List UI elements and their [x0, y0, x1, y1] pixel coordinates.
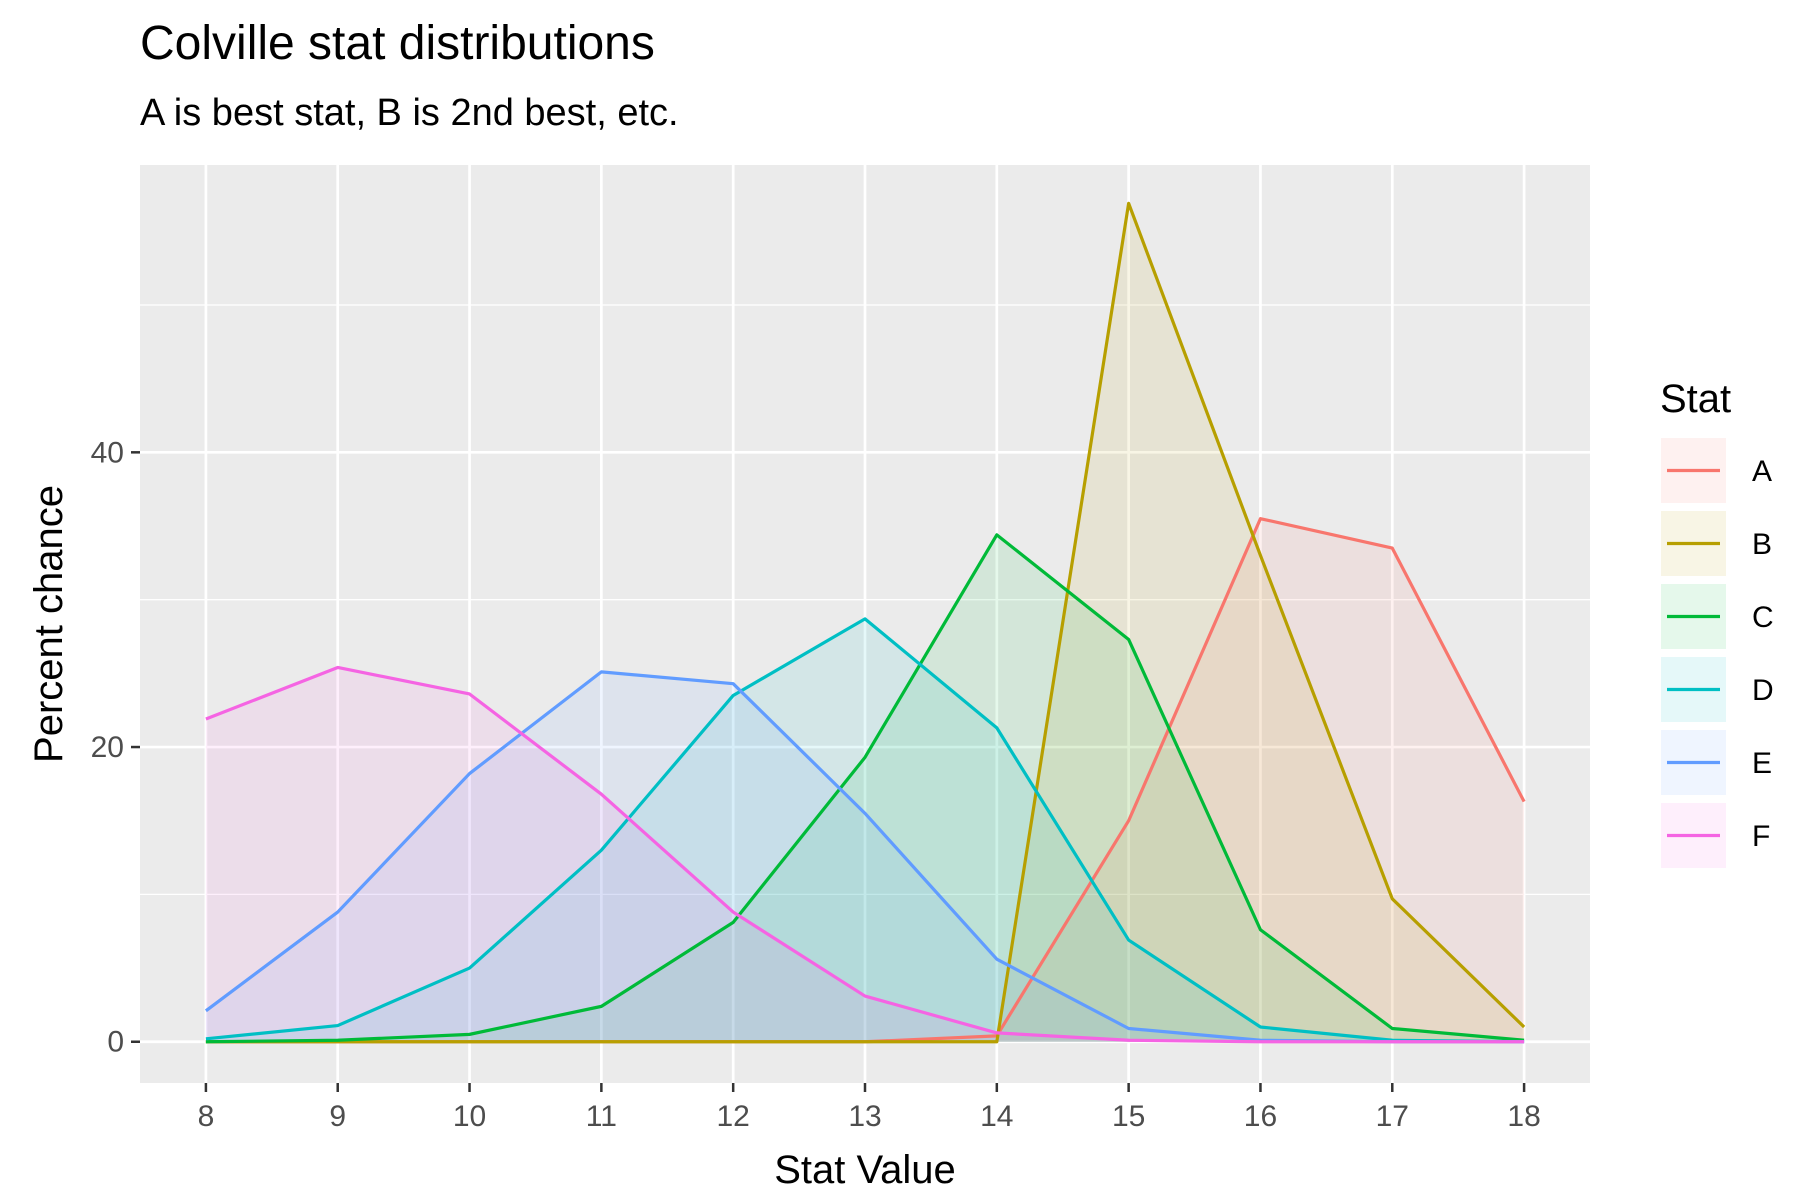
series-lines — [204, 201, 1526, 1044]
line-series-b — [205, 201, 1526, 1044]
x-tick-label: 18 — [1507, 1100, 1540, 1133]
line-series-c — [205, 533, 1525, 1044]
x-tick-label: 8 — [198, 1100, 215, 1133]
chart-subtitle: A is best stat, B is 2nd best, etc. — [140, 92, 679, 134]
y-tick-label: 20 — [91, 731, 124, 764]
x-tick-label: 9 — [329, 1100, 346, 1133]
area-series-d — [205, 618, 1525, 1042]
legend-label-d: D — [1752, 674, 1774, 707]
line-series-d — [205, 617, 1525, 1044]
legend-title: Stat — [1660, 377, 1731, 421]
x-tick-label: 15 — [1112, 1100, 1145, 1133]
x-tick-label: 12 — [716, 1100, 749, 1133]
legend-label-a: A — [1752, 455, 1772, 488]
x-tick-label: 10 — [453, 1100, 486, 1133]
x-axis-title: Stat Value — [774, 1148, 956, 1192]
x-tick-label: 11 — [586, 1100, 617, 1133]
area-series-c — [205, 534, 1525, 1042]
y-tick-label: 40 — [91, 436, 124, 469]
y-tick-label: 0 — [107, 1026, 124, 1059]
area-series-b — [205, 203, 1525, 1042]
legend: Stat A B C D E F — [1659, 377, 1774, 870]
legend-label-f: F — [1752, 820, 1770, 853]
x-tick-label: 13 — [848, 1100, 881, 1133]
legend-label-c: C — [1752, 601, 1774, 634]
x-tick-label: 14 — [980, 1100, 1013, 1133]
legend-label-e: E — [1752, 747, 1772, 780]
line-series-f — [205, 665, 1525, 1044]
chart-title: Colville stat distributions — [140, 17, 655, 70]
y-axis-title: Percent chance — [27, 485, 71, 763]
x-tick-label: 17 — [1376, 1100, 1409, 1133]
area-series-a — [205, 518, 1525, 1042]
series-areas — [205, 203, 1525, 1042]
legend-label-b: B — [1752, 528, 1772, 561]
area-series-e — [205, 671, 1525, 1042]
area-series-f — [205, 667, 1525, 1042]
x-tick-label: 16 — [1244, 1100, 1277, 1133]
axes: 0 20 40 8 9 10 11 12 13 14 15 16 17 18 — [91, 436, 1541, 1133]
